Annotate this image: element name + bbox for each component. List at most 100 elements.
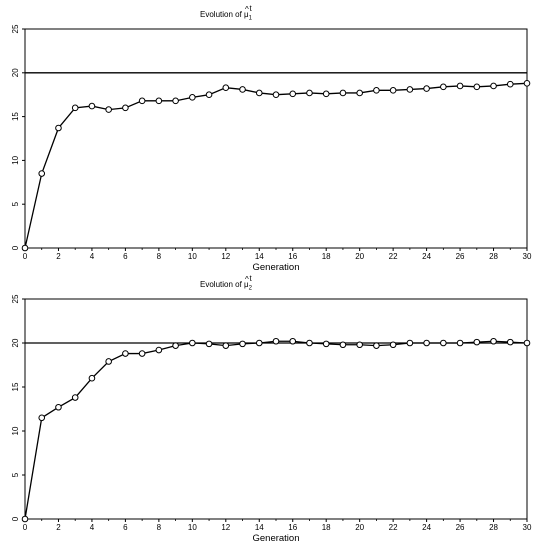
data-point xyxy=(71,104,79,112)
data-point xyxy=(38,170,46,177)
x-tick-label: 24 xyxy=(422,252,431,261)
x-axis-title: Generation xyxy=(252,262,299,273)
x-tick-label: 14 xyxy=(255,252,264,261)
data-point xyxy=(122,104,129,112)
chart-title-symbol: μ xyxy=(244,10,249,19)
data-point xyxy=(473,83,481,91)
data-point xyxy=(205,340,213,348)
data-point xyxy=(205,91,213,98)
x-tick-label: 16 xyxy=(288,523,297,532)
y-tick-label: 25 xyxy=(11,294,20,303)
x-tick-label: 30 xyxy=(523,523,532,532)
data-point xyxy=(356,89,363,97)
data-point xyxy=(88,102,96,110)
data-point xyxy=(373,342,380,349)
data-point xyxy=(339,341,347,349)
chart-title-hat: ^ xyxy=(245,275,249,284)
y-tick-label: 15 xyxy=(11,112,20,121)
data-point xyxy=(322,90,330,98)
data-point xyxy=(155,97,163,105)
data-point xyxy=(272,337,280,345)
data-point xyxy=(21,244,29,252)
chart-title-text: Evolution of xyxy=(200,10,244,19)
x-tick-label: 0 xyxy=(23,252,28,261)
data-point xyxy=(105,358,112,365)
chart-title-subscript: 2 xyxy=(249,286,253,292)
x-tick-label: 10 xyxy=(188,523,197,532)
chart-title-symbol: μ xyxy=(244,280,249,289)
data-point xyxy=(172,342,179,349)
x-tick-label: 8 xyxy=(157,252,162,261)
data-point xyxy=(105,106,112,113)
chart-title-superscript: t xyxy=(250,274,253,283)
x-tick-label: 28 xyxy=(489,252,498,261)
data-point xyxy=(440,339,447,347)
x-axis-title: Generation xyxy=(252,533,299,544)
x-tick-label: 22 xyxy=(389,252,398,261)
x-tick-label: 20 xyxy=(355,523,364,532)
y-tick-label: 5 xyxy=(11,201,20,206)
data-point xyxy=(122,350,129,357)
data-point xyxy=(239,86,246,93)
x-tick-label: 20 xyxy=(355,252,364,261)
data-point xyxy=(389,341,397,349)
data-point xyxy=(21,515,29,523)
x-tick-label: 2 xyxy=(56,252,61,261)
data-point xyxy=(490,82,497,90)
data-point xyxy=(222,84,230,91)
data-point xyxy=(423,339,430,347)
data-point xyxy=(406,86,414,93)
y-tick-label: 15 xyxy=(11,382,20,391)
series-line xyxy=(24,82,528,249)
y-tick-label: 0 xyxy=(11,516,20,521)
x-tick-label: 12 xyxy=(221,523,230,532)
data-point xyxy=(523,80,531,87)
data-point xyxy=(473,338,481,346)
x-tick-label: 30 xyxy=(523,252,532,261)
data-point xyxy=(523,339,531,347)
data-point xyxy=(440,83,447,91)
data-point xyxy=(490,337,497,345)
data-point xyxy=(406,339,414,347)
chart-title-subscript: 1 xyxy=(249,16,253,22)
plot-frame xyxy=(24,28,528,249)
data-point xyxy=(339,89,347,97)
chart-title-superscript: t xyxy=(250,4,253,13)
x-tick-label: 4 xyxy=(90,252,95,261)
chart-title: Evolution of μ1 xyxy=(200,10,253,22)
plot-frame xyxy=(24,298,528,520)
x-tick-label: 16 xyxy=(288,252,297,261)
x-tick-label: 10 xyxy=(188,252,197,261)
data-point xyxy=(189,339,196,347)
data-point xyxy=(289,337,297,345)
y-tick-label: 10 xyxy=(11,426,20,435)
x-tick-label: 14 xyxy=(255,523,264,532)
data-point xyxy=(55,403,62,411)
data-point xyxy=(172,97,179,105)
data-point xyxy=(71,394,79,401)
data-point xyxy=(373,87,380,94)
chart-title-hat: ^ xyxy=(245,5,249,14)
y-tick-label: 10 xyxy=(11,155,20,164)
data-point xyxy=(456,82,464,90)
chart-panel-1: Evolution of μ1^ t0 2 4 6 8 10 12 14 16 18 20 22 24 26… xyxy=(11,4,532,273)
chart-title-text: Evolution of xyxy=(200,280,244,289)
data-point xyxy=(306,89,313,97)
data-point xyxy=(423,85,430,92)
data-point xyxy=(255,339,263,347)
data-point xyxy=(155,346,163,354)
data-point xyxy=(138,97,146,105)
data-point xyxy=(356,341,363,349)
y-tick-label: 20 xyxy=(11,338,20,347)
y-tick-label: 5 xyxy=(11,472,20,477)
x-tick-label: 6 xyxy=(123,252,128,261)
data-point xyxy=(88,374,96,382)
x-tick-label: 12 xyxy=(221,252,230,261)
x-tick-label: 18 xyxy=(322,252,331,261)
data-point xyxy=(222,342,230,349)
x-tick-label: 8 xyxy=(157,523,162,532)
x-tick-label: 18 xyxy=(322,523,331,532)
series-line xyxy=(24,340,528,520)
data-point xyxy=(38,414,46,422)
